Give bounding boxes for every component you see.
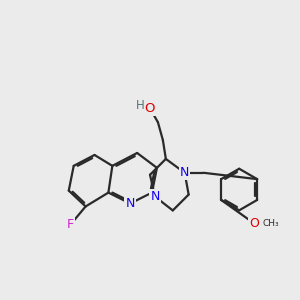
Text: N: N bbox=[125, 197, 135, 210]
Text: N: N bbox=[180, 166, 189, 179]
Text: O: O bbox=[249, 217, 259, 230]
Text: N: N bbox=[150, 190, 160, 203]
Text: F: F bbox=[67, 218, 74, 231]
Text: H: H bbox=[136, 99, 145, 112]
Text: O: O bbox=[145, 102, 155, 115]
Text: CH₃: CH₃ bbox=[262, 219, 279, 228]
